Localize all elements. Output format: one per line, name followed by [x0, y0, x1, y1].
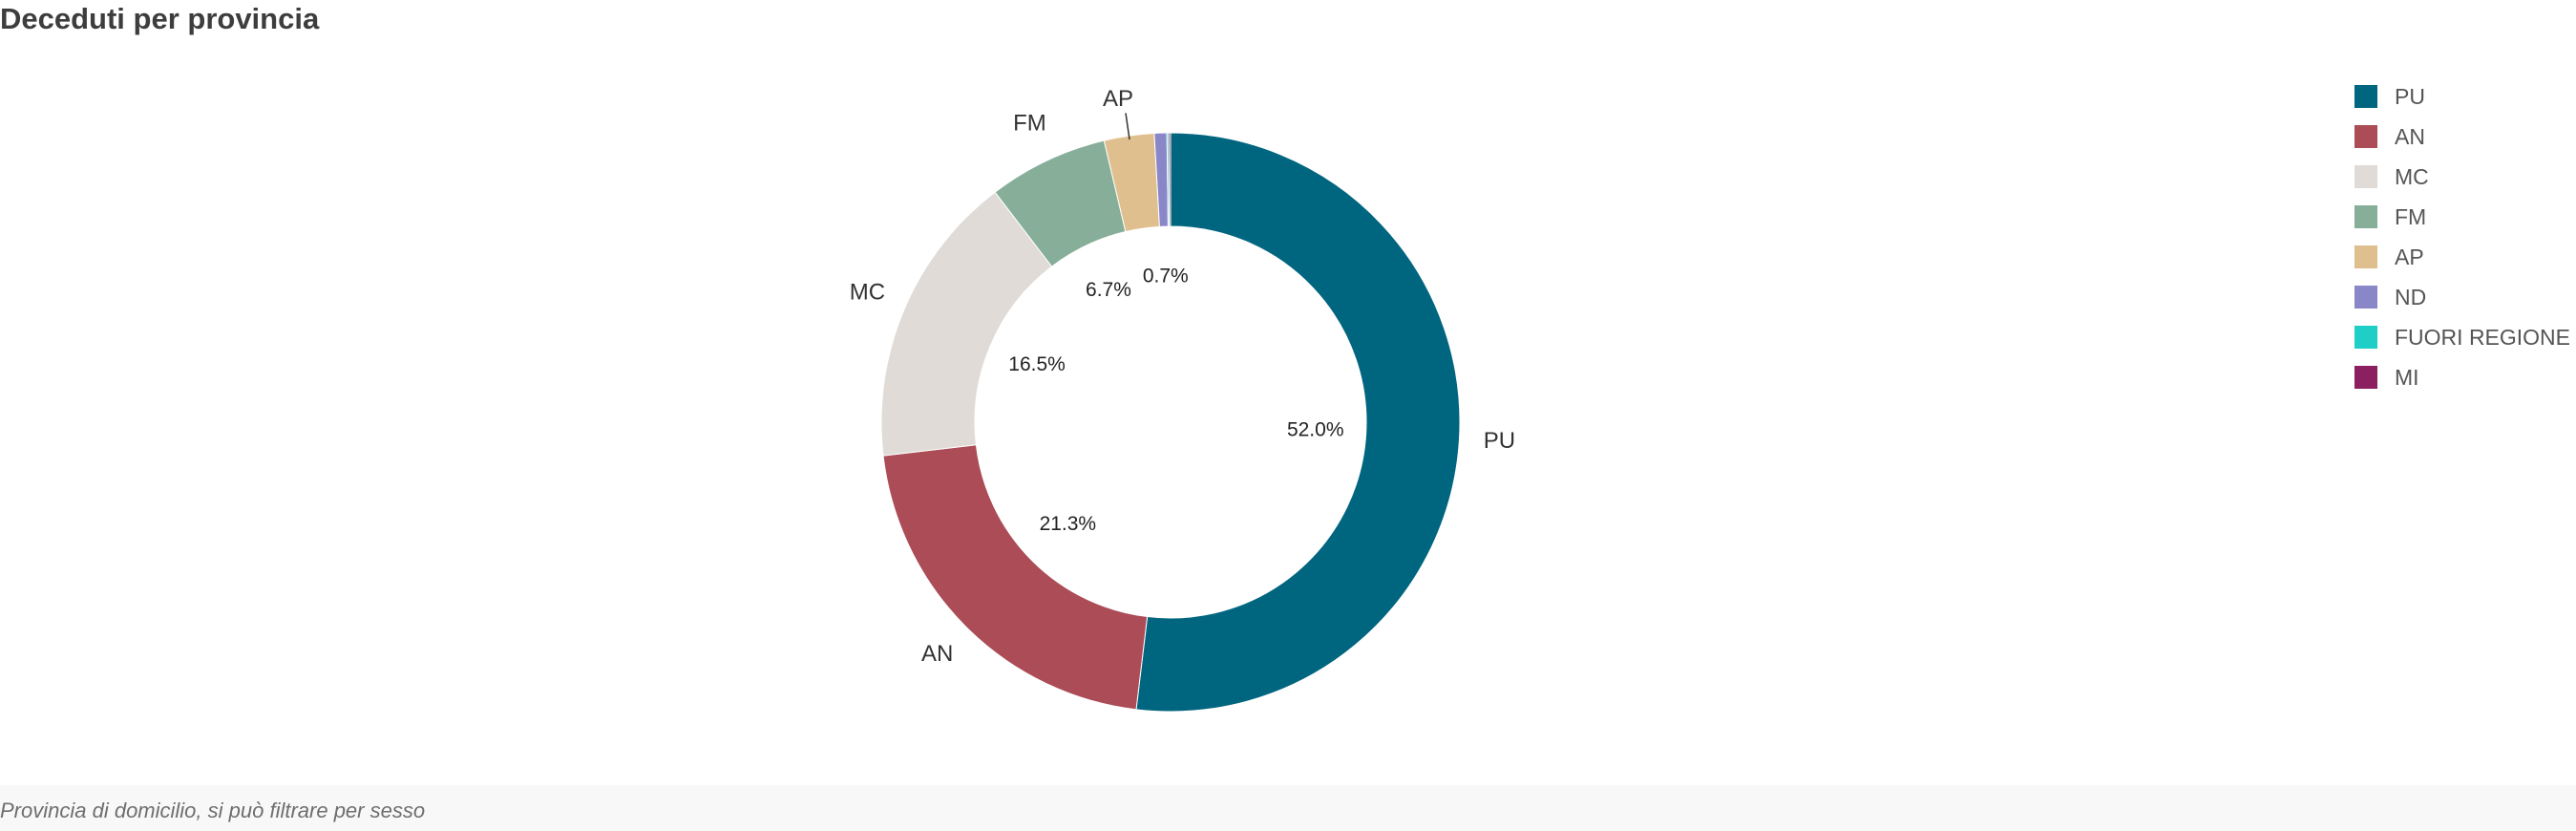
- legend-label: PU: [2395, 83, 2425, 109]
- percent-label-nd: 0.7%: [1143, 266, 1189, 288]
- legend-swatch: [2354, 366, 2377, 389]
- percent-label-pu: 52.0%: [1287, 419, 1344, 441]
- percent-label-fm: 6.7%: [1086, 279, 1131, 301]
- legend-item-ap[interactable]: AP: [2354, 237, 2570, 277]
- slice-label-ap: AP: [1103, 86, 1133, 112]
- chart-title: Deceduti per provincia: [0, 2, 320, 35]
- legend: PU AN MC FM AP ND FUORI REGIONE MI: [2354, 76, 2570, 397]
- donut-chart: PU AN MC FM AP 52.0% 21.3% 16.5% 6.7% 0.7%: [850, 86, 1515, 713]
- leader-line-ap: [1125, 113, 1130, 140]
- footer: Provincia di domicilio, si può filtrare …: [0, 785, 2576, 831]
- legend-swatch: [2354, 286, 2377, 309]
- slices-layer: [880, 132, 1461, 713]
- outer-labels-layer: PU AN MC FM AP: [850, 86, 1515, 667]
- legend-label: AP: [2395, 244, 2424, 269]
- slice-pu[interactable]: [1135, 132, 1461, 713]
- legend-item-an[interactable]: AN: [2354, 117, 2570, 157]
- legend-label: MI: [2395, 364, 2419, 390]
- legend-item-mi[interactable]: MI: [2354, 357, 2570, 397]
- slice-label-pu: PU: [1484, 428, 1515, 454]
- legend-swatch: [2354, 165, 2377, 188]
- legend-item-pu[interactable]: PU: [2354, 76, 2570, 117]
- percent-labels-layer: 52.0% 21.3% 16.5% 6.7% 0.7%: [1008, 266, 1343, 535]
- legend-item-mc[interactable]: MC: [2354, 157, 2570, 197]
- legend-swatch: [2354, 205, 2377, 228]
- slice-an[interactable]: [882, 444, 1149, 711]
- slice-label-an: AN: [921, 641, 953, 667]
- legend-item-fm[interactable]: FM: [2354, 197, 2570, 237]
- leader-lines-layer: [1125, 113, 1130, 140]
- legend-label: FUORI REGIONE: [2395, 324, 2571, 350]
- percent-label-mc: 16.5%: [1008, 353, 1066, 375]
- legend-item-nd[interactable]: ND: [2354, 277, 2570, 317]
- legend-swatch: [2354, 85, 2377, 108]
- slice-label-fm: FM: [1013, 111, 1046, 137]
- legend-swatch: [2354, 245, 2377, 268]
- legend-item-fuori-regione[interactable]: FUORI REGIONE: [2354, 317, 2570, 357]
- legend-label: ND: [2395, 284, 2427, 309]
- legend-label: FM: [2395, 203, 2427, 229]
- footer-note: Provincia di domicilio, si può filtrare …: [0, 799, 426, 822]
- slice-mi[interactable]: [1168, 132, 1172, 227]
- slice-label-mc: MC: [850, 280, 885, 306]
- legend-label: AN: [2395, 123, 2425, 149]
- legend-swatch: [2354, 326, 2377, 349]
- legend-swatch: [2354, 125, 2377, 148]
- percent-label-an: 21.3%: [1040, 513, 1097, 535]
- legend-label: MC: [2395, 163, 2429, 189]
